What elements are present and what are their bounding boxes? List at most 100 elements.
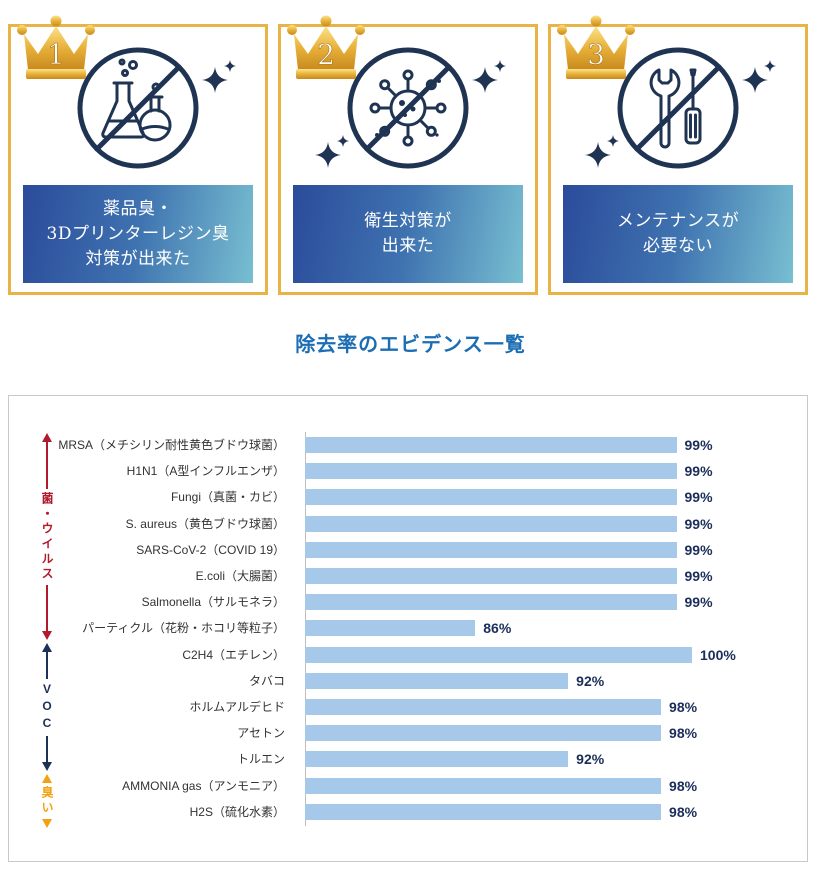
caption-line: 薬品臭・ [103, 198, 173, 219]
crown-shape [287, 15, 365, 79]
removal-rate-chart: MRSA（メチシリン耐性黄色ブドウ球菌） 99% H1N1（A型インフルエンザ） 99… [8, 395, 808, 862]
crown-icon: 1 [17, 15, 95, 79]
prohibition-ring [77, 47, 199, 169]
group-label: 菌・ウイルス [40, 491, 54, 582]
category-label: SARS-CoV-2（COVID 19） [136, 542, 285, 557]
card-caption: 衛生対策が 出来た [293, 185, 523, 283]
rank-number: 2 [317, 38, 335, 71]
category-label: トルエン [236, 752, 285, 767]
value-label: 99% [684, 515, 713, 532]
caption-line: 出来た [381, 236, 435, 256]
prohibition-ring [347, 47, 469, 169]
section-heading: 除去率のエビデンス一覧 [295, 334, 526, 356]
category-label: Fungi（真菌・カビ） [170, 490, 285, 505]
bar [305, 777, 662, 794]
sparkle-icon [315, 135, 349, 168]
prohibition-slash [634, 64, 722, 152]
crown-shape [17, 15, 95, 79]
value-label: 98% [669, 777, 698, 794]
virus-icon [369, 69, 447, 147]
group-bracket: VOC [37, 642, 57, 772]
value-label: 99% [684, 568, 713, 584]
group-bracket: 臭い [37, 773, 57, 828]
bar [305, 751, 569, 768]
value-label: 99% [684, 489, 713, 506]
category-label: パーティクル（花粉・ホコリ等粒子） [82, 621, 285, 636]
group-bracket: 菌・ウイルス [37, 433, 57, 641]
chart-plot-area: MRSA（メチシリン耐性黄色ブドウ球菌） 99% H1N1（A型インフルエンザ） 99… [9, 396, 807, 861]
feature-card-2: 2 衛生対策が 出来た [278, 15, 538, 295]
category-label: アセトン [237, 726, 285, 741]
bar [305, 699, 662, 715]
bar [305, 463, 677, 480]
arrow-up-icon [42, 642, 52, 652]
bracket-line [46, 735, 48, 763]
caption-line: 3Dプリンターレジン臭 [46, 223, 230, 244]
value-label: 99% [684, 463, 713, 480]
card-caption: 薬品臭・ 3Dプリンターレジン臭 対策が出来た [23, 185, 253, 283]
value-label: 92% [576, 751, 605, 768]
bar [305, 489, 677, 506]
prohibition-slash [94, 64, 182, 152]
value-label: 92% [576, 672, 605, 689]
crown-icon: 2 [287, 15, 365, 79]
crown-icon: 3 [557, 15, 635, 79]
bar [305, 437, 677, 453]
caption-line: 必要ない [643, 236, 713, 256]
card-caption: メンテナンスが 必要ない [563, 185, 793, 283]
category-label: タバコ [248, 673, 285, 688]
value-label: 100% [700, 646, 736, 663]
group-label: 臭い [40, 785, 54, 816]
bracket-line [46, 651, 48, 679]
category-label: H2S（硫化水素） [189, 804, 285, 819]
feature-card-3: 3 メンテナンスが 必要ない [548, 15, 808, 295]
arrow-down-icon [42, 631, 52, 641]
rank-number: 1 [47, 38, 65, 71]
crown-shape [557, 15, 635, 79]
category-label: MRSA（メチシリン耐性黄色ブドウ球菌） [58, 438, 285, 452]
value-label: 99% [684, 541, 713, 558]
prohibited-virus-icon [347, 47, 469, 169]
sparkle-icon [202, 60, 236, 93]
sparkle-icon [585, 135, 619, 168]
group-label: VOC [40, 681, 54, 733]
caption-line: メンテナンスが [616, 211, 740, 231]
arrow-up-icon [42, 773, 52, 783]
arrow-down-icon [42, 818, 52, 828]
category-label: ホルムアルデヒド [189, 700, 285, 714]
bar [305, 803, 662, 820]
rank-number: 3 [587, 38, 605, 71]
sparkle-icon [742, 60, 776, 93]
bar [305, 646, 692, 663]
bar [305, 594, 677, 611]
value-label: 99% [684, 437, 713, 453]
bar [305, 725, 662, 742]
sparkle-icon [472, 60, 506, 93]
feature-card-1: 1 薬品臭・ 3Dプリンターレジン臭 対策が出来た [8, 15, 268, 295]
bar [305, 568, 677, 584]
bracket-line [46, 442, 48, 489]
caption-line: 対策が出来た [85, 248, 191, 269]
bar [305, 515, 677, 532]
arrow-up-icon [42, 433, 52, 442]
prohibited-tools-icon [617, 47, 739, 169]
value-label: 86% [483, 620, 512, 637]
category-label: S. aureus（黄色ブドウ球菌） [125, 516, 285, 531]
caption-line: 衛生対策が [364, 211, 452, 231]
bar [305, 541, 677, 558]
prohibited-flask-icon [77, 47, 199, 169]
value-label: 98% [669, 803, 698, 820]
category-label: Salmonella（サルモネラ） [141, 595, 285, 610]
category-label: H1N1（A型インフルエンザ） [126, 464, 285, 479]
value-label: 99% [684, 594, 713, 611]
value-label: 98% [669, 699, 698, 715]
flask-icon [101, 58, 172, 142]
bracket-line [46, 584, 48, 632]
prohibition-slash [364, 64, 452, 152]
arrow-down-icon [42, 762, 52, 772]
category-label: C2H4（エチレン） [182, 647, 285, 662]
category-label: AMMONIA gas（アンモニア） [122, 778, 285, 793]
value-label: 98% [669, 725, 698, 742]
bar [305, 620, 476, 637]
bar [305, 672, 569, 689]
